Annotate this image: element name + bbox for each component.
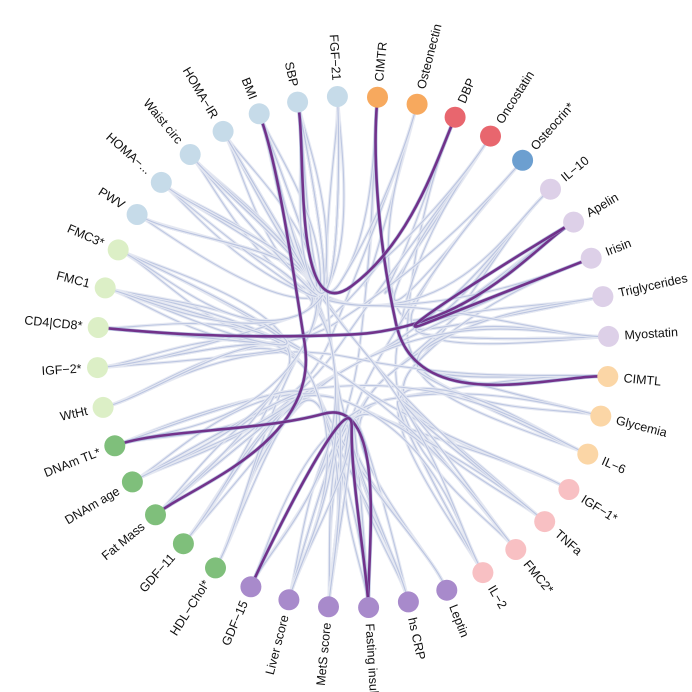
node-label: HOMA−IR — [180, 65, 221, 121]
node-label: Apelin — [584, 190, 621, 220]
node-myostatin — [598, 325, 619, 347]
node-label: IGF−1* — [579, 492, 620, 525]
node-sbp — [287, 91, 309, 113]
edge-bundles — [95, 94, 611, 610]
node-label: DNAm age — [62, 484, 122, 527]
node-fmc3 — [107, 239, 129, 261]
node-triglycerides — [592, 286, 614, 308]
node-il-6 — [577, 443, 599, 465]
node-il-10 — [540, 178, 561, 200]
node-bmi — [248, 103, 270, 125]
strong-link — [154, 112, 308, 517]
strong-link — [374, 95, 610, 387]
node-osteonectin — [406, 93, 428, 115]
node-dnam-tl — [104, 435, 126, 457]
node-homa-ir — [212, 120, 234, 142]
node-wtht — [92, 396, 114, 418]
node-label: SBP — [282, 60, 301, 87]
node-il-2 — [472, 562, 494, 584]
node-label: PWV — [96, 185, 128, 212]
node-label: Waist circ — [140, 96, 185, 146]
node-label: Leptin — [446, 603, 472, 640]
diagram-nodes — [87, 86, 619, 618]
node-liver-score — [278, 589, 300, 611]
node-label: BMI — [239, 76, 260, 102]
node-apelin — [563, 211, 585, 233]
node-waist-circ — [179, 144, 201, 165]
bundle-edge-core — [250, 393, 602, 588]
bundle-edge-core — [117, 95, 345, 322]
node-label: Osteonectin — [414, 22, 444, 90]
node-label: GDF−11 — [137, 551, 178, 595]
node-label: Glycemia — [615, 413, 669, 440]
node-pwv — [126, 204, 148, 225]
node-label: Irisin — [604, 236, 634, 259]
node-glycemia — [590, 405, 612, 427]
node-label: HOMA−... — [103, 130, 154, 177]
node-mets-score — [318, 596, 339, 618]
strong-link — [296, 100, 457, 295]
node-oncostatin — [480, 125, 501, 147]
bundle-edge-core — [114, 384, 589, 455]
node-label: Fat Mass — [99, 520, 148, 564]
bundle-edge-core — [160, 181, 610, 338]
node-label: Triglycerides — [617, 271, 689, 300]
node-label: IL−2 — [485, 583, 510, 611]
node-label: HDL−Chol* — [167, 578, 213, 639]
node-hdl-chol — [205, 557, 226, 579]
node-osteocrin — [512, 149, 534, 171]
node-label: Myostatin — [624, 325, 678, 342]
node-tnfa — [534, 511, 556, 533]
node-label: DBP — [455, 76, 478, 105]
node-gdf-11 — [172, 533, 194, 555]
node-cd4-cd8 — [87, 317, 109, 338]
node-irisin — [580, 247, 602, 269]
node-label: MetS score — [314, 622, 334, 686]
node-label: hs CRP — [405, 616, 428, 661]
node-fasting-insulin — [358, 597, 380, 618]
node-hs-crp — [397, 591, 419, 613]
node-fmc2 — [505, 539, 527, 560]
node-igf-1 — [558, 479, 580, 500]
bundle-edge-core — [222, 130, 484, 574]
node-dbp — [444, 106, 466, 128]
node-label: CD4|CD8* — [24, 313, 83, 333]
node-cimtr — [367, 86, 388, 108]
node-label: IGF−2* — [41, 362, 82, 378]
node-leptin — [436, 579, 458, 601]
node-label: Fasting insulin — [363, 623, 382, 692]
strong-link — [96, 220, 575, 338]
strong-link — [413, 220, 593, 328]
node-label: IL−10 — [558, 153, 591, 184]
node-label: FMC3* — [65, 222, 106, 250]
node-homa — [150, 171, 172, 193]
node-fat-mass — [145, 504, 166, 526]
node-label: IL−6 — [600, 454, 628, 477]
node-label: FMC2* — [521, 557, 557, 596]
node-fgf-21 — [326, 86, 348, 107]
node-fmc1 — [94, 277, 116, 299]
node-label: WtHt — [59, 404, 90, 424]
node-label: Liver score — [263, 614, 292, 677]
node-dnam-age — [121, 471, 143, 493]
node-gdf-15 — [240, 576, 262, 598]
node-label: FGF−21 — [327, 34, 344, 81]
node-label: GDF−15 — [219, 599, 251, 648]
node-label: TNFa — [552, 527, 585, 558]
node-label: Osteocrin* — [528, 100, 577, 153]
node-label: CIMTR — [372, 41, 390, 82]
node-label: CIMTL — [623, 371, 662, 389]
node-label: DNAm TL* — [42, 445, 103, 480]
node-label: FMC1 — [55, 269, 91, 291]
node-label: Oncostatin — [493, 68, 537, 126]
bundle-edge-core — [297, 101, 418, 293]
node-cimtl — [597, 366, 619, 387]
strong-link — [113, 411, 373, 609]
node-igf-2 — [87, 357, 108, 379]
strong-link — [249, 417, 370, 609]
